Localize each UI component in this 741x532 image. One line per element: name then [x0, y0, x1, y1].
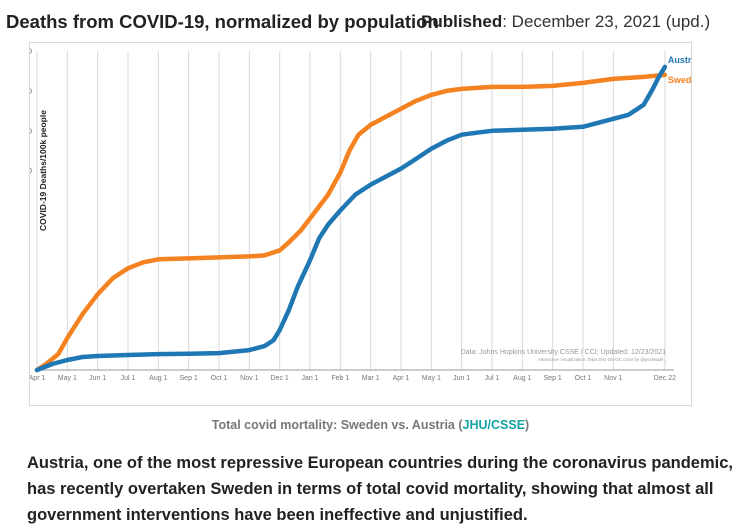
x-tick-label: Jun 1 — [453, 375, 470, 382]
x-tick-label: Aug 1 — [513, 375, 531, 382]
published-date: : December 23, 2021 (upd.) — [502, 12, 711, 31]
x-tick-label: Apr 1 — [393, 375, 410, 382]
y-tick-label: 160 — [30, 49, 32, 56]
data-source-text: Data: Johns Hopkins University CSSE / CC… — [461, 349, 667, 356]
series-line-austria — [34, 64, 668, 373]
x-tick-label: Aug 1 — [149, 375, 167, 382]
figure-caption: Total covid mortality: Sweden vs. Austri… — [0, 418, 741, 432]
caption-prefix: Total covid mortality: Sweden vs. Austri… — [211, 418, 463, 432]
visualization-credit-text: Interactive Visualization: https://91-DI… — [538, 357, 666, 362]
x-tick-label: Dec 1 — [271, 375, 289, 382]
article-paragraph: Austria, one of the most repressive Euro… — [27, 454, 733, 524]
x-tick-label: Mar 1 — [362, 375, 380, 382]
x-tick-label: Nov 1 — [240, 375, 258, 382]
x-tick-label: Feb 1 — [331, 375, 349, 382]
series-label-sweden: Sweden — [668, 75, 691, 85]
series-label-austria: Austria — [668, 55, 691, 65]
chart-container: Apr 1 May 1 Jun 1 Jul 1 Aug 1 Sep 1 Oct 1 Nov 1… — [29, 42, 692, 406]
x-tick-label: Nov 1 — [604, 375, 622, 382]
series-line-sweden — [34, 72, 668, 373]
x-tick-label: Jul 1 — [485, 375, 500, 382]
x-tick-label: Oct 1 — [575, 375, 592, 382]
x-tick-label: Apr 1 — [30, 375, 45, 382]
chart-heading: Deaths from COVID-19, normalized by popu… — [6, 11, 439, 32]
y-tick-label: 120 — [30, 128, 32, 135]
x-tick-label: May 1 — [58, 375, 77, 382]
published-label: Published — [421, 12, 503, 31]
y-axis-title: COVID-19 Deaths/100k people — [38, 110, 48, 231]
covid-deaths-chart: Apr 1 May 1 Jun 1 Jul 1 Aug 1 Sep 1 Oct 1 Nov 1… — [30, 49, 691, 383]
x-tick-label: Jul 1 — [121, 375, 136, 382]
x-tick-label: May 1 — [422, 375, 441, 382]
y-tick-label: 100 — [30, 168, 32, 175]
x-tick-label: Dec 22 — [654, 375, 676, 382]
x-tick-label: Sep 1 — [180, 375, 198, 382]
published-line: Published: December 23, 2021 (upd.) — [421, 12, 710, 32]
caption-suffix: ) — [525, 418, 530, 432]
x-tick-label: Jun 1 — [89, 375, 106, 382]
jhu-csse-link[interactable]: JHU/CSSE — [462, 418, 526, 432]
x-tick-label: Sep 1 — [544, 375, 562, 382]
x-tick-label: Jan 1 — [301, 375, 318, 382]
x-tick-label: Oct 1 — [211, 375, 228, 382]
y-tick-label: 140 — [30, 88, 32, 95]
